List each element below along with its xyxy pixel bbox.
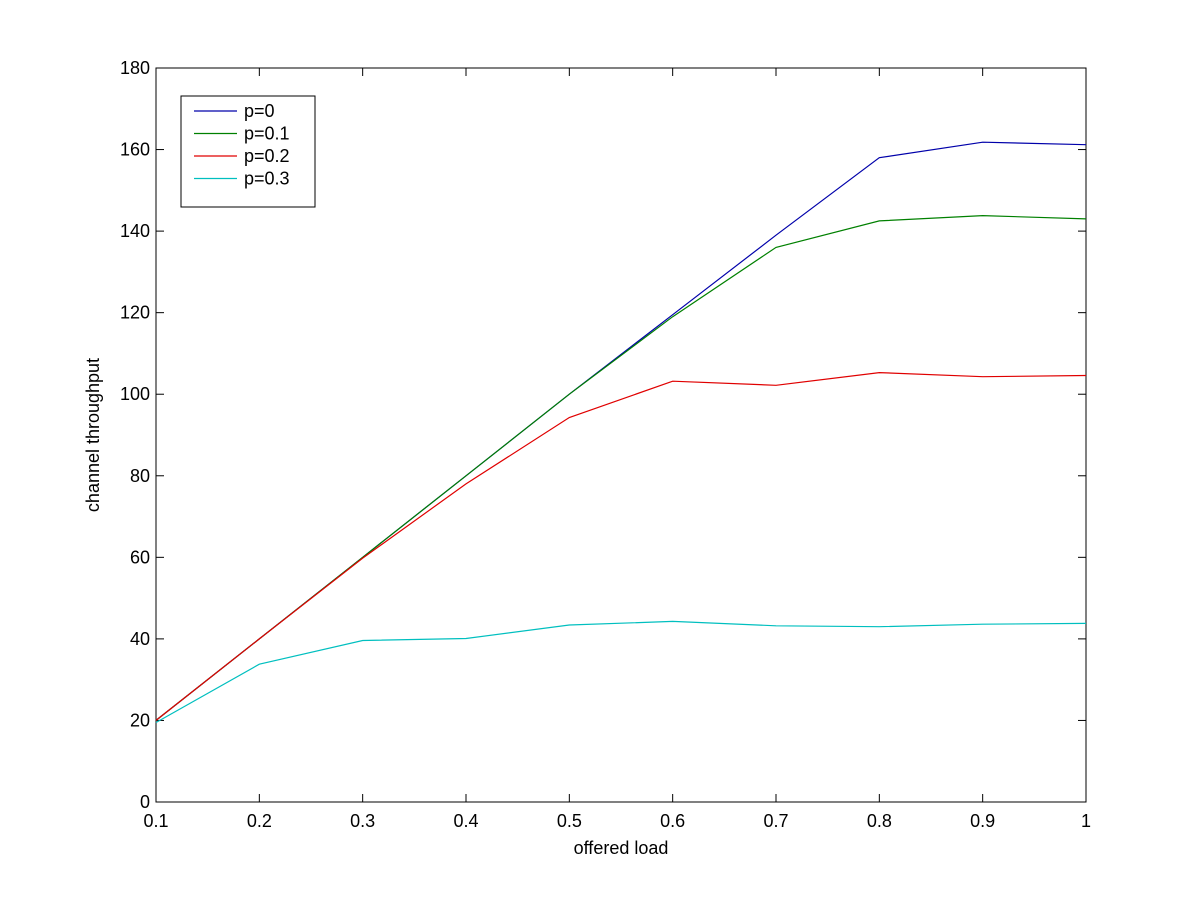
axis-ticks: 0.1 0.2 0.3 0.4 0.5 0.6 0.7 0.8 0.9 1 0 20 40 60 80 100… (120, 58, 1091, 831)
x-tick-label: 1 (1081, 811, 1091, 831)
x-tick-label: 0.6 (660, 811, 685, 831)
y-axis-label: channel throughput (83, 358, 103, 512)
series-line-p-0-3 (155, 620, 1087, 724)
legend-label: p=0.1 (244, 124, 290, 144)
x-tick-label: 0.4 (453, 811, 478, 831)
legend: p=0 p=0.1p=0.2 p=0.3 (180, 95, 316, 208)
x-tick-label: 0.3 (350, 811, 375, 831)
legend-label: p=0.3 (244, 169, 290, 189)
x-tick-label: 0.2 (247, 811, 272, 831)
x-tick-label: 0.9 (970, 811, 995, 831)
legend-label: p=0 (244, 101, 275, 121)
y-tick-label: 20 (130, 710, 150, 730)
legend-box (180, 95, 316, 208)
x-tick-label: 0.7 (763, 811, 788, 831)
y-tick-label: 100 (120, 384, 150, 404)
series-lines (155, 141, 1087, 724)
y-tick-label: 80 (130, 466, 150, 486)
y-tick-label: 180 (120, 58, 150, 78)
series-line-p-0-2 (155, 371, 1087, 721)
y-tick-label: 120 (120, 303, 150, 323)
x-tick-label: 0.8 (867, 811, 892, 831)
x-axis-label: offered load (574, 838, 669, 858)
y-tick-label: 60 (130, 547, 150, 567)
y-tick-label: 140 (120, 221, 150, 241)
x-tick-label: 0.5 (557, 811, 582, 831)
x-tick-label: 0.1 (143, 811, 168, 831)
y-tick-label: 40 (130, 629, 150, 649)
y-tick-label: 160 (120, 140, 150, 160)
legend-label: p=0.2 (244, 146, 290, 166)
y-tick-label: 0 (140, 792, 150, 812)
